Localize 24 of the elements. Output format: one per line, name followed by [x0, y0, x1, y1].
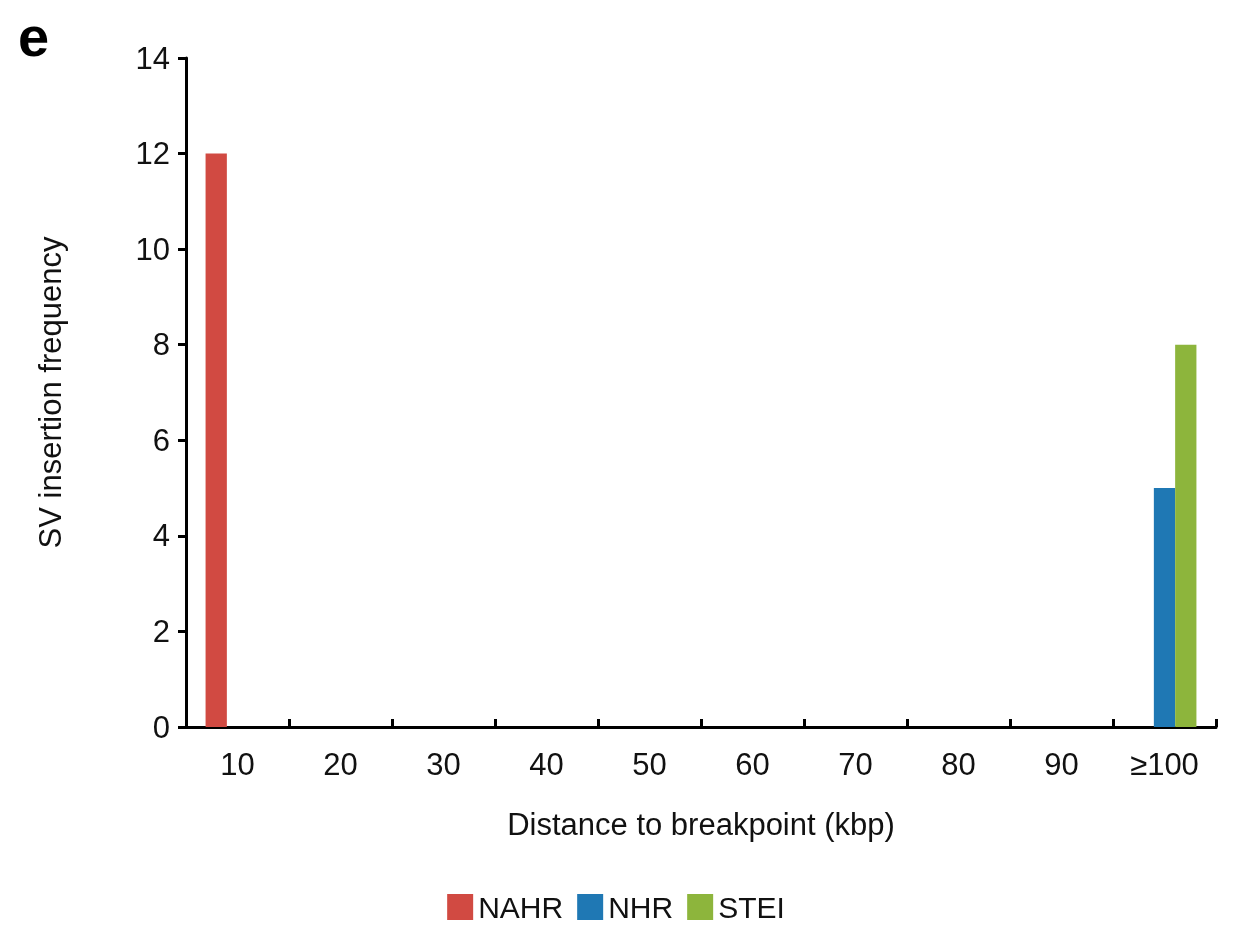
- y-tick-label: 0: [152, 709, 170, 745]
- y-tick-label: 10: [135, 231, 170, 267]
- x-tick-label: 30: [426, 747, 461, 782]
- x-tick-label: ≥100: [1130, 747, 1199, 782]
- text: e: [18, 4, 50, 68]
- x-tick-label: 80: [941, 747, 976, 782]
- legend-label: STEI: [718, 890, 785, 924]
- y-tick-label: 14: [135, 40, 170, 76]
- legend-label: NAHR: [478, 890, 564, 924]
- x-tick-label: 70: [838, 747, 873, 782]
- x-tick-label: 50: [632, 747, 667, 782]
- y-tick-label: 12: [135, 136, 170, 172]
- x-axis-title: Distance to breakpoint (kbp): [507, 807, 895, 842]
- x-tick-label: 20: [323, 747, 358, 782]
- y-tick-label: 2: [152, 613, 170, 649]
- x-tick-label: 60: [735, 747, 770, 782]
- y-tick-label: 8: [152, 327, 170, 363]
- y-tick-label: 6: [152, 422, 170, 458]
- y-axis-title: SV insertion frequency: [33, 236, 68, 549]
- legend-label: NHR: [608, 890, 674, 924]
- x-tick-label: 10: [220, 747, 255, 782]
- x-tick-label: 40: [529, 747, 564, 782]
- x-tick-label: 90: [1044, 747, 1079, 782]
- y-tick-label: 4: [152, 518, 170, 554]
